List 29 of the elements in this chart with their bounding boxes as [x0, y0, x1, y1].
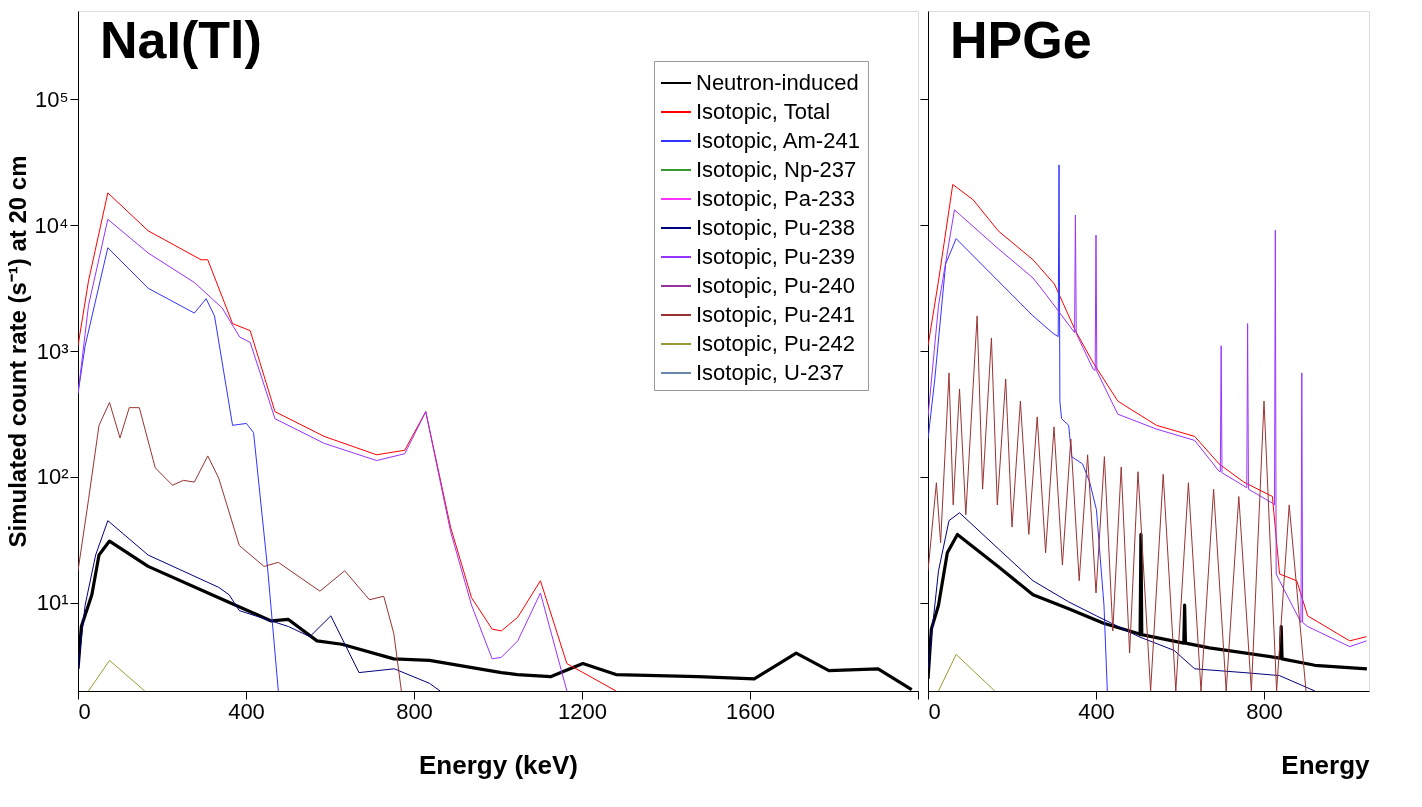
legend-label: Isotopic, Pu-241: [696, 302, 855, 327]
legend-label: Isotopic, Am-241: [696, 128, 860, 153]
legend-label: Isotopic, Pu-242: [696, 331, 855, 356]
x-tick-label: 1200: [558, 698, 607, 724]
legend-label: Neutron-induced: [696, 70, 859, 95]
legend-label: Isotopic, Total: [696, 99, 831, 124]
chart-title: HPGe: [950, 11, 1092, 69]
y-axis-title: Simulated count rate (s⁻¹) at 20 cm: [3, 155, 31, 548]
legend-label: Isotopic, Pu-240: [696, 273, 855, 298]
legend-label: Isotopic, U-237: [696, 360, 844, 385]
x-tick-label: 400: [1078, 698, 1115, 724]
x-tick-label: 800: [1246, 698, 1283, 724]
x-tick-label: 0: [928, 698, 941, 724]
x-axis-title: Energy (keV): [419, 749, 578, 780]
x-tick-label: 400: [228, 698, 265, 724]
y-tick-label: 10³: [36, 338, 69, 364]
y-tick-label: 10⁴: [34, 212, 69, 238]
y-tick-label: 10⁵: [34, 86, 69, 112]
legend-label: Isotopic, Pa-233: [696, 186, 855, 211]
y-tick-label: 10¹: [36, 590, 69, 616]
x-axis-title: Energy: [1281, 749, 1371, 780]
legend-label: Isotopic, Pu-238: [696, 215, 855, 240]
legend-label: Isotopic, Np-237: [696, 157, 857, 182]
x-tick-label: 800: [396, 698, 433, 724]
x-tick-label: 0: [78, 698, 91, 724]
x-tick-label: 1600: [726, 698, 775, 724]
y-tick-label: 10²: [36, 464, 69, 490]
chart-title: NaI(Tl): [100, 11, 262, 69]
legend-label: Isotopic, Pu-239: [696, 244, 855, 269]
